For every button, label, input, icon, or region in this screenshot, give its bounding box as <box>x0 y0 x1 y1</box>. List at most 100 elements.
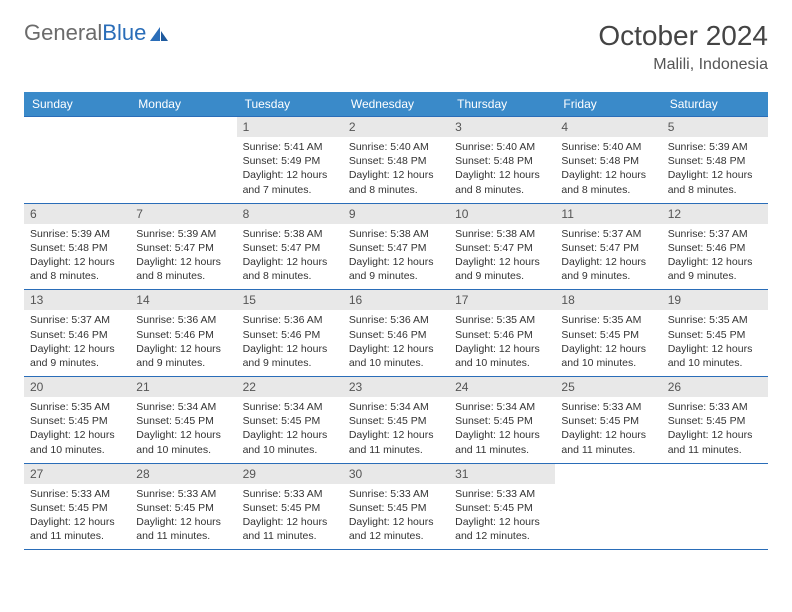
daylight-text: Daylight: 12 hours and 9 minutes. <box>455 255 549 283</box>
sunrise-text: Sunrise: 5:33 AM <box>668 400 762 414</box>
sunrise-text: Sunrise: 5:40 AM <box>455 140 549 154</box>
sunset-text: Sunset: 5:45 PM <box>455 501 549 515</box>
logo-text-gray: General <box>24 20 102 46</box>
daylight-text: Daylight: 12 hours and 10 minutes. <box>30 428 124 456</box>
daylight-text: Daylight: 12 hours and 11 minutes. <box>30 515 124 543</box>
sunrise-text: Sunrise: 5:38 AM <box>349 227 443 241</box>
day-info: Sunrise: 5:34 AMSunset: 5:45 PMDaylight:… <box>343 397 449 463</box>
sunrise-text: Sunrise: 5:34 AM <box>136 400 230 414</box>
day-info: Sunrise: 5:40 AMSunset: 5:48 PMDaylight:… <box>449 137 555 203</box>
day-number: 24 <box>449 377 555 397</box>
calendar-day-cell: 30Sunrise: 5:33 AMSunset: 5:45 PMDayligh… <box>343 463 449 550</box>
day-number: 2 <box>343 117 449 137</box>
daylight-text: Daylight: 12 hours and 11 minutes. <box>455 428 549 456</box>
daylight-text: Daylight: 12 hours and 11 minutes. <box>243 515 337 543</box>
day-number: 17 <box>449 290 555 310</box>
day-info: Sunrise: 5:39 AMSunset: 5:48 PMDaylight:… <box>24 224 130 290</box>
daylight-text: Daylight: 12 hours and 9 minutes. <box>30 342 124 370</box>
daylight-text: Daylight: 12 hours and 8 minutes. <box>455 168 549 196</box>
day-info: Sunrise: 5:38 AMSunset: 5:47 PMDaylight:… <box>449 224 555 290</box>
daylight-text: Daylight: 12 hours and 11 minutes. <box>668 428 762 456</box>
day-number: 30 <box>343 464 449 484</box>
day-info: Sunrise: 5:33 AMSunset: 5:45 PMDaylight:… <box>24 484 130 550</box>
day-info: Sunrise: 5:41 AMSunset: 5:49 PMDaylight:… <box>237 137 343 203</box>
sunset-text: Sunset: 5:46 PM <box>243 328 337 342</box>
daylight-text: Daylight: 12 hours and 9 minutes. <box>243 342 337 370</box>
day-info: Sunrise: 5:36 AMSunset: 5:46 PMDaylight:… <box>237 310 343 376</box>
day-number: 20 <box>24 377 130 397</box>
day-number: 29 <box>237 464 343 484</box>
day-info: Sunrise: 5:37 AMSunset: 5:46 PMDaylight:… <box>24 310 130 376</box>
calendar-day-cell: 4Sunrise: 5:40 AMSunset: 5:48 PMDaylight… <box>555 117 661 204</box>
calendar-week-row: 27Sunrise: 5:33 AMSunset: 5:45 PMDayligh… <box>24 463 768 550</box>
sunset-text: Sunset: 5:48 PM <box>30 241 124 255</box>
sunrise-text: Sunrise: 5:37 AM <box>30 313 124 327</box>
calendar-week-row: 1Sunrise: 5:41 AMSunset: 5:49 PMDaylight… <box>24 117 768 204</box>
sunrise-text: Sunrise: 5:37 AM <box>668 227 762 241</box>
daylight-text: Daylight: 12 hours and 10 minutes. <box>136 428 230 456</box>
day-info: Sunrise: 5:38 AMSunset: 5:47 PMDaylight:… <box>237 224 343 290</box>
calendar-day-cell: 21Sunrise: 5:34 AMSunset: 5:45 PMDayligh… <box>130 377 236 464</box>
sunrise-text: Sunrise: 5:35 AM <box>668 313 762 327</box>
sunrise-text: Sunrise: 5:33 AM <box>30 487 124 501</box>
sunset-text: Sunset: 5:45 PM <box>668 414 762 428</box>
sunset-text: Sunset: 5:47 PM <box>136 241 230 255</box>
day-info: Sunrise: 5:35 AMSunset: 5:45 PMDaylight:… <box>662 310 768 376</box>
daylight-text: Daylight: 12 hours and 8 minutes. <box>349 168 443 196</box>
sunset-text: Sunset: 5:48 PM <box>561 154 655 168</box>
day-number: 19 <box>662 290 768 310</box>
daylight-text: Daylight: 12 hours and 10 minutes. <box>455 342 549 370</box>
day-info: Sunrise: 5:40 AMSunset: 5:48 PMDaylight:… <box>343 137 449 203</box>
calendar-day-cell: 20Sunrise: 5:35 AMSunset: 5:45 PMDayligh… <box>24 377 130 464</box>
calendar-day-cell: 17 Sunrise: 5:35 AMSunset: 5:46 PMDayligh… <box>449 290 555 377</box>
sunrise-text: Sunrise: 5:39 AM <box>668 140 762 154</box>
day-number: 3 <box>449 117 555 137</box>
sunset-text: Sunset: 5:45 PM <box>136 414 230 428</box>
sunset-text: Sunset: 5:45 PM <box>243 501 337 515</box>
day-number: 12 <box>662 204 768 224</box>
day-number: 1 <box>237 117 343 137</box>
sunset-text: Sunset: 5:48 PM <box>668 154 762 168</box>
day-number: 7 <box>130 204 236 224</box>
calendar-day-cell: 24Sunrise: 5:34 AMSunset: 5:45 PMDayligh… <box>449 377 555 464</box>
sunrise-text: Sunrise: 5:41 AM <box>243 140 337 154</box>
day-info: Sunrise: 5:36 AMSunset: 5:46 PMDaylight:… <box>130 310 236 376</box>
daylight-text: Daylight: 12 hours and 9 minutes. <box>349 255 443 283</box>
calendar-day-cell: 2Sunrise: 5:40 AMSunset: 5:48 PMDaylight… <box>343 117 449 204</box>
sunrise-text: Sunrise: 5:34 AM <box>349 400 443 414</box>
day-info: Sunrise: 5:37 AMSunset: 5:47 PMDaylight:… <box>555 224 661 290</box>
daylight-text: Daylight: 12 hours and 11 minutes. <box>349 428 443 456</box>
sunset-text: Sunset: 5:46 PM <box>668 241 762 255</box>
sunrise-text: Sunrise: 5:36 AM <box>349 313 443 327</box>
logo-sail-icon <box>148 25 170 43</box>
calendar-day-cell: 18Sunrise: 5:35 AMSunset: 5:45 PMDayligh… <box>555 290 661 377</box>
day-info: Sunrise: 5:33 AMSunset: 5:45 PMDaylight:… <box>237 484 343 550</box>
day-number: 26 <box>662 377 768 397</box>
sunset-text: Sunset: 5:49 PM <box>243 154 337 168</box>
sunrise-text: Sunrise: 5:35 AM <box>455 313 549 327</box>
calendar-day-cell: 16Sunrise: 5:36 AMSunset: 5:46 PMDayligh… <box>343 290 449 377</box>
calendar-table: SundayMondayTuesdayWednesdayThursdayFrid… <box>24 92 768 550</box>
day-number: 21 <box>130 377 236 397</box>
daylight-text: Daylight: 12 hours and 10 minutes. <box>561 342 655 370</box>
sunset-text: Sunset: 5:48 PM <box>455 154 549 168</box>
calendar-day-cell <box>130 117 236 204</box>
day-info: Sunrise: 5:34 AMSunset: 5:45 PMDaylight:… <box>130 397 236 463</box>
sunrise-text: Sunrise: 5:33 AM <box>561 400 655 414</box>
day-info: Sunrise: 5:34 AMSunset: 5:45 PMDaylight:… <box>449 397 555 463</box>
weekday-header: Friday <box>555 92 661 117</box>
calendar-day-cell: 23Sunrise: 5:34 AMSunset: 5:45 PMDayligh… <box>343 377 449 464</box>
calendar-day-cell <box>662 463 768 550</box>
calendar-day-cell: 29Sunrise: 5:33 AMSunset: 5:45 PMDayligh… <box>237 463 343 550</box>
sunset-text: Sunset: 5:46 PM <box>455 328 549 342</box>
sunset-text: Sunset: 5:48 PM <box>349 154 443 168</box>
day-number: 22 <box>237 377 343 397</box>
calendar-body: 1Sunrise: 5:41 AMSunset: 5:49 PMDaylight… <box>24 117 768 550</box>
day-number: 10 <box>449 204 555 224</box>
calendar-day-cell: 19Sunrise: 5:35 AMSunset: 5:45 PMDayligh… <box>662 290 768 377</box>
sunrise-text: Sunrise: 5:35 AM <box>30 400 124 414</box>
calendar-day-cell: 7Sunrise: 5:39 AMSunset: 5:47 PMDaylight… <box>130 203 236 290</box>
day-number: 14 <box>130 290 236 310</box>
day-info: Sunrise: 5:35 AMSunset: 5:45 PMDaylight:… <box>555 310 661 376</box>
calendar-week-row: 20Sunrise: 5:35 AMSunset: 5:45 PMDayligh… <box>24 377 768 464</box>
